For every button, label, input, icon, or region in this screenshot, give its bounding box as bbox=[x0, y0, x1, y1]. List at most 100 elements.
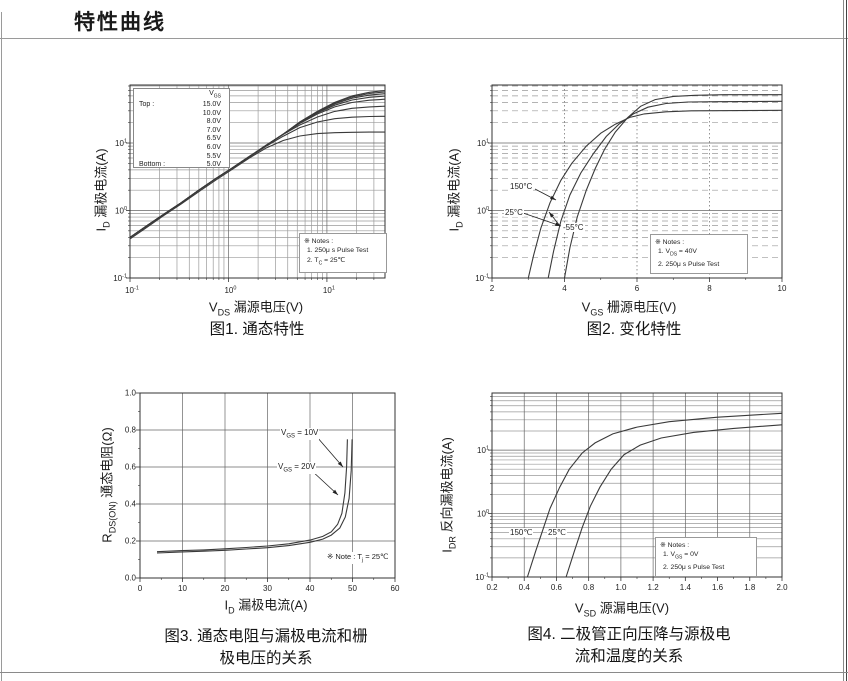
svg-text:1.0: 1.0 bbox=[615, 583, 627, 592]
svg-text:0.2: 0.2 bbox=[486, 583, 498, 592]
fig1-notes: ※ Notes : 1. 250μ s Pulse Test 2. TC = 25℃ bbox=[299, 233, 387, 273]
fig1-legend-row: 5.5V bbox=[206, 152, 221, 160]
fig1-legend-row: Bottom :5.0V bbox=[139, 161, 221, 169]
f1-notes-line-0: ※ Notes : bbox=[304, 238, 334, 245]
fig2-notes: ※ Notes : 1. VDS = 40V 2. 250μ s Pulse Tes… bbox=[650, 234, 748, 274]
svg-text:101: 101 bbox=[477, 446, 489, 456]
svg-text:10-1: 10-1 bbox=[475, 274, 489, 284]
svg-text:0.4: 0.4 bbox=[519, 583, 531, 592]
f2-notes-line-0: ※ Notes : bbox=[655, 239, 685, 246]
svg-text:10-1: 10-1 bbox=[113, 274, 127, 284]
svg-text:4: 4 bbox=[562, 284, 567, 293]
svg-text:0.4: 0.4 bbox=[125, 500, 137, 509]
fig3-note: ※ Note : Tj = 25℃ bbox=[326, 552, 390, 564]
fig1-y-axis-label: ID 漏极电流(A) bbox=[93, 148, 112, 232]
fig2-series-25C bbox=[547, 100, 783, 279]
svg-text:6: 6 bbox=[635, 284, 640, 293]
fig4-annotation-1: 25℃ bbox=[547, 528, 567, 537]
fig1-legend-row: 6.5V bbox=[206, 135, 221, 143]
f4-notes-line-2: 2. 250μ s Pulse Test bbox=[663, 564, 725, 572]
page-title: 特性曲线 bbox=[74, 10, 166, 34]
svg-text:2: 2 bbox=[490, 284, 495, 293]
fig4-series-150C bbox=[526, 412, 783, 578]
fig4-caption-line2: 流和温度的关系 bbox=[574, 648, 684, 665]
fig1-legend-row: 7.0V bbox=[206, 126, 221, 134]
svg-text:0.8: 0.8 bbox=[125, 426, 137, 435]
fig1-legend-row: 10.0V bbox=[202, 109, 221, 117]
f2-notes-line-2: 2. 250μ s Pulse Test bbox=[658, 261, 720, 269]
fig2-annotation-0: 150°C bbox=[509, 182, 534, 191]
right-border-line-outer bbox=[843, 0, 844, 681]
fig2-annotation-1: 25°C bbox=[504, 208, 524, 217]
fig3-series-VGS-20V bbox=[156, 439, 353, 554]
svg-text:100: 100 bbox=[115, 206, 127, 216]
top-border-line bbox=[0, 38, 848, 39]
fig4-caption-line1: 图4. 二极管正向压降与源极电 bbox=[527, 626, 731, 643]
fig4-x-axis-label: VSD 源漏电压(V) bbox=[574, 600, 670, 619]
right-border-line-inner bbox=[846, 0, 847, 681]
svg-text:30: 30 bbox=[263, 584, 272, 593]
svg-text:0.2: 0.2 bbox=[125, 537, 137, 546]
fig2-series-150C bbox=[527, 109, 783, 279]
fig3-caption-line1: 图3. 通态电阻与漏极电流和栅 bbox=[164, 628, 368, 645]
bottom-border-line bbox=[0, 672, 848, 673]
svg-text:0.0: 0.0 bbox=[125, 574, 137, 583]
f1-notes-line-2: 2. TC = 25℃ bbox=[307, 256, 346, 267]
fig2-chart: 2 4 6 8 10 10-1 100 101 bbox=[475, 84, 787, 293]
fig1-series-VGS-5.5V bbox=[129, 115, 386, 238]
svg-text:1.0: 1.0 bbox=[125, 389, 137, 398]
svg-text:100: 100 bbox=[477, 509, 489, 519]
fig1-series-VGS-5.0V bbox=[129, 131, 385, 240]
svg-text:10-1: 10-1 bbox=[475, 573, 489, 583]
svg-text:100: 100 bbox=[224, 286, 236, 296]
fig1-legend: VGS Top :15.0V 10.0V 8.0V 7.0V 6.5V 6.0V 5.5V Bo… bbox=[133, 88, 230, 168]
svg-text:10: 10 bbox=[778, 284, 787, 293]
svg-text:10-1: 10-1 bbox=[125, 286, 139, 296]
fig4-chart: 0.2 0.4 0.6 0.8 1.0 1.2 1.4 1.6 1.8 2.0 10-1 100 101 bbox=[475, 392, 788, 592]
fig3-chart: 0 10 20 30 40 50 60 0.0 0.2 0.4 0.6 0.8 1.0 bbox=[125, 389, 400, 594]
svg-text:10: 10 bbox=[178, 584, 187, 593]
fig1-x-axis-label: VDS 漏源电压(V) bbox=[208, 299, 304, 318]
fig1-caption: 图1. 通态特性 bbox=[209, 321, 305, 338]
fig2-annotation-2: -55°C bbox=[562, 223, 585, 232]
svg-text:2.0: 2.0 bbox=[776, 583, 788, 592]
svg-text:1.2: 1.2 bbox=[648, 583, 660, 592]
f4-notes-line-1: 1. VGS = 0V bbox=[663, 551, 699, 561]
f2-notes-line-1: 1. VDS = 40V bbox=[658, 248, 697, 258]
fig4-y-axis-label: IDR 反向漏极电流(A) bbox=[439, 437, 458, 553]
fig1-legend-row: 8.0V bbox=[206, 118, 221, 126]
fig3-annotation-0: VGS = 10V bbox=[280, 428, 320, 440]
svg-text:1.6: 1.6 bbox=[712, 583, 724, 592]
svg-text:0.6: 0.6 bbox=[551, 583, 563, 592]
left-border-line bbox=[1, 12, 2, 681]
svg-text:0.8: 0.8 bbox=[583, 583, 595, 592]
svg-text:101: 101 bbox=[323, 286, 335, 296]
svg-text:101: 101 bbox=[477, 139, 489, 149]
fig1-legend-row: 6.0V bbox=[206, 143, 221, 151]
svg-text:0.6: 0.6 bbox=[125, 463, 137, 472]
fig2-series--55C bbox=[563, 94, 782, 279]
fig3-y-axis-label: RDS(ON) 通态电阻(Ω) bbox=[99, 427, 118, 543]
svg-text:100: 100 bbox=[477, 206, 489, 216]
svg-text:60: 60 bbox=[391, 584, 400, 593]
f4-notes-line-0: ※ Notes : bbox=[660, 542, 690, 549]
fig2-caption: 图2. 变化特性 bbox=[586, 321, 682, 338]
f1-notes-line-1: 1. 250μ s Pulse Test bbox=[307, 247, 369, 255]
fig2-y-axis-label: ID 漏极电流(A) bbox=[446, 148, 465, 232]
svg-text:101: 101 bbox=[115, 139, 127, 149]
fig3-caption-line2: 极电压的关系 bbox=[219, 650, 313, 667]
fig2-x-axis-label: VGS 栅源电压(V) bbox=[581, 299, 677, 318]
fig3-x-axis-label: ID 漏极电流(A) bbox=[224, 597, 308, 616]
svg-text:50: 50 bbox=[348, 584, 357, 593]
fig4-notes: ※ Notes : 1. VGS = 0V 2. 250μ s Pulse Test bbox=[655, 537, 757, 577]
fig1-legend-row: Top :15.0V bbox=[139, 100, 221, 108]
svg-text:1.4: 1.4 bbox=[680, 583, 692, 592]
fig3-series-VGS-10V bbox=[156, 439, 348, 553]
svg-text:8: 8 bbox=[707, 284, 712, 293]
fig3-annotation-1: VGS = 20V bbox=[277, 462, 317, 474]
svg-text:1.8: 1.8 bbox=[744, 583, 756, 592]
fig1-legend-title: VGS bbox=[209, 90, 221, 100]
svg-text:20: 20 bbox=[221, 584, 230, 593]
